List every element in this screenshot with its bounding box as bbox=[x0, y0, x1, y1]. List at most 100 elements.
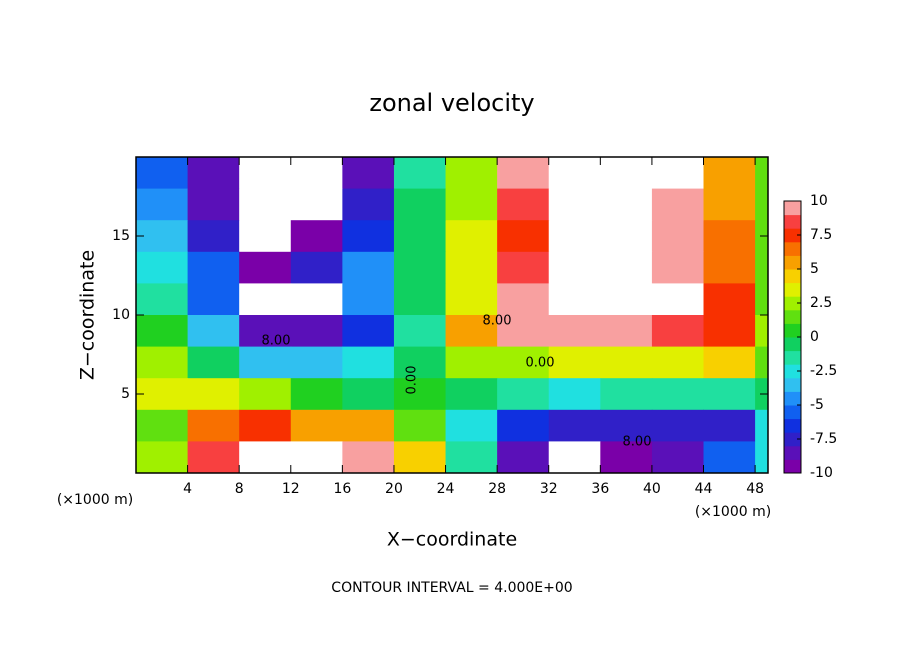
field-cell bbox=[187, 157, 240, 190]
colorbar-band bbox=[784, 337, 801, 352]
colorbar-tick-label: -7.5 bbox=[810, 431, 837, 447]
field-cell bbox=[187, 220, 240, 253]
field-cell bbox=[136, 441, 189, 473]
colorbar-band bbox=[784, 241, 801, 256]
x-tick-label: 4 bbox=[183, 481, 192, 497]
colorbar-tick-label: 5 bbox=[810, 261, 819, 277]
field-cell bbox=[651, 220, 705, 253]
y-axis-label: Z−coordinate bbox=[77, 250, 99, 380]
field-cell bbox=[136, 188, 189, 221]
colorbar-band bbox=[784, 255, 801, 270]
field-cell bbox=[136, 220, 189, 253]
colorbar-band bbox=[784, 228, 801, 243]
field-cell bbox=[239, 283, 292, 316]
contour-label: 8.00 bbox=[623, 435, 652, 450]
field-cell bbox=[136, 315, 189, 348]
field-cell bbox=[393, 157, 447, 190]
field-cell bbox=[393, 346, 447, 379]
x-unit-label: (×1000 m) bbox=[695, 504, 771, 520]
field-cell bbox=[187, 346, 240, 379]
field-cell bbox=[290, 157, 343, 190]
field-cell bbox=[290, 346, 343, 379]
field-cell bbox=[393, 251, 447, 284]
field-cell bbox=[187, 283, 240, 316]
colorbar-band bbox=[784, 309, 801, 324]
field-cell bbox=[445, 157, 498, 190]
field-cell bbox=[548, 251, 601, 284]
field-cell bbox=[290, 315, 343, 348]
field-cell bbox=[703, 283, 756, 316]
field-cell bbox=[136, 378, 189, 411]
y-tick-label: 10 bbox=[112, 307, 130, 323]
colorbar-band bbox=[784, 323, 801, 338]
field-cell bbox=[393, 315, 447, 348]
field-cell bbox=[497, 346, 550, 379]
field-cell bbox=[600, 283, 653, 316]
field-cell bbox=[239, 346, 292, 379]
field-cell bbox=[187, 315, 240, 348]
field-cell bbox=[651, 441, 705, 473]
field-cell bbox=[239, 188, 292, 221]
colorbar-band bbox=[784, 377, 801, 392]
y-tick-label: 15 bbox=[112, 228, 130, 244]
colorbar-tick-label: 7.5 bbox=[810, 227, 832, 243]
x-tick-label: 24 bbox=[437, 481, 455, 497]
field-cell bbox=[755, 315, 768, 348]
field-cell bbox=[548, 188, 601, 221]
field-cell bbox=[445, 346, 498, 379]
colorbar-band bbox=[784, 432, 801, 447]
field-cell bbox=[239, 220, 292, 253]
colorbar-band bbox=[784, 405, 801, 420]
field-cell bbox=[136, 251, 189, 284]
field-cell bbox=[548, 378, 601, 411]
field-cell bbox=[497, 378, 550, 411]
field-cell bbox=[703, 251, 756, 284]
field-cell bbox=[651, 188, 705, 221]
field-cell bbox=[136, 157, 189, 190]
field-cell bbox=[548, 346, 601, 379]
field-cell bbox=[600, 378, 653, 411]
field-cell bbox=[445, 315, 498, 348]
field-cell bbox=[755, 409, 768, 442]
field-cell bbox=[342, 409, 395, 442]
colorbar-band bbox=[784, 296, 801, 311]
field-cell bbox=[290, 378, 343, 411]
field-cell bbox=[445, 378, 498, 411]
field-cell bbox=[290, 283, 343, 316]
field-cell bbox=[600, 441, 653, 473]
field-cell bbox=[497, 409, 550, 442]
field-cell bbox=[342, 346, 395, 379]
field-cell bbox=[755, 157, 768, 190]
field-cell bbox=[548, 315, 601, 348]
x-axis-label: X−coordinate bbox=[387, 529, 517, 551]
colorbar-band bbox=[784, 350, 801, 365]
field-cell bbox=[290, 251, 343, 284]
field-cell bbox=[187, 251, 240, 284]
field-cell bbox=[187, 441, 240, 473]
field-cell bbox=[290, 441, 343, 473]
field-cell bbox=[548, 409, 601, 442]
field-cell bbox=[600, 251, 653, 284]
field-cell bbox=[497, 283, 550, 316]
field-cell bbox=[445, 441, 498, 473]
field-cell bbox=[136, 409, 189, 442]
colorbar-band bbox=[784, 269, 801, 284]
x-tick-label: 36 bbox=[591, 481, 609, 497]
field-cell bbox=[755, 346, 768, 379]
field-cell bbox=[600, 346, 653, 379]
field-cell bbox=[342, 220, 395, 253]
field-cell bbox=[755, 251, 768, 284]
field-cell bbox=[445, 251, 498, 284]
colorbar-tick-label: 0 bbox=[810, 329, 819, 345]
colorbar-band bbox=[784, 391, 801, 406]
field-cell bbox=[548, 157, 601, 190]
field-cell bbox=[393, 188, 447, 221]
field-cell bbox=[290, 220, 343, 253]
field-cell bbox=[651, 251, 705, 284]
field-cell bbox=[136, 283, 189, 316]
y-unit-label: (×1000 m) bbox=[57, 492, 133, 508]
field-cell bbox=[600, 409, 653, 442]
field-cell bbox=[187, 378, 240, 411]
field-cell bbox=[239, 409, 292, 442]
